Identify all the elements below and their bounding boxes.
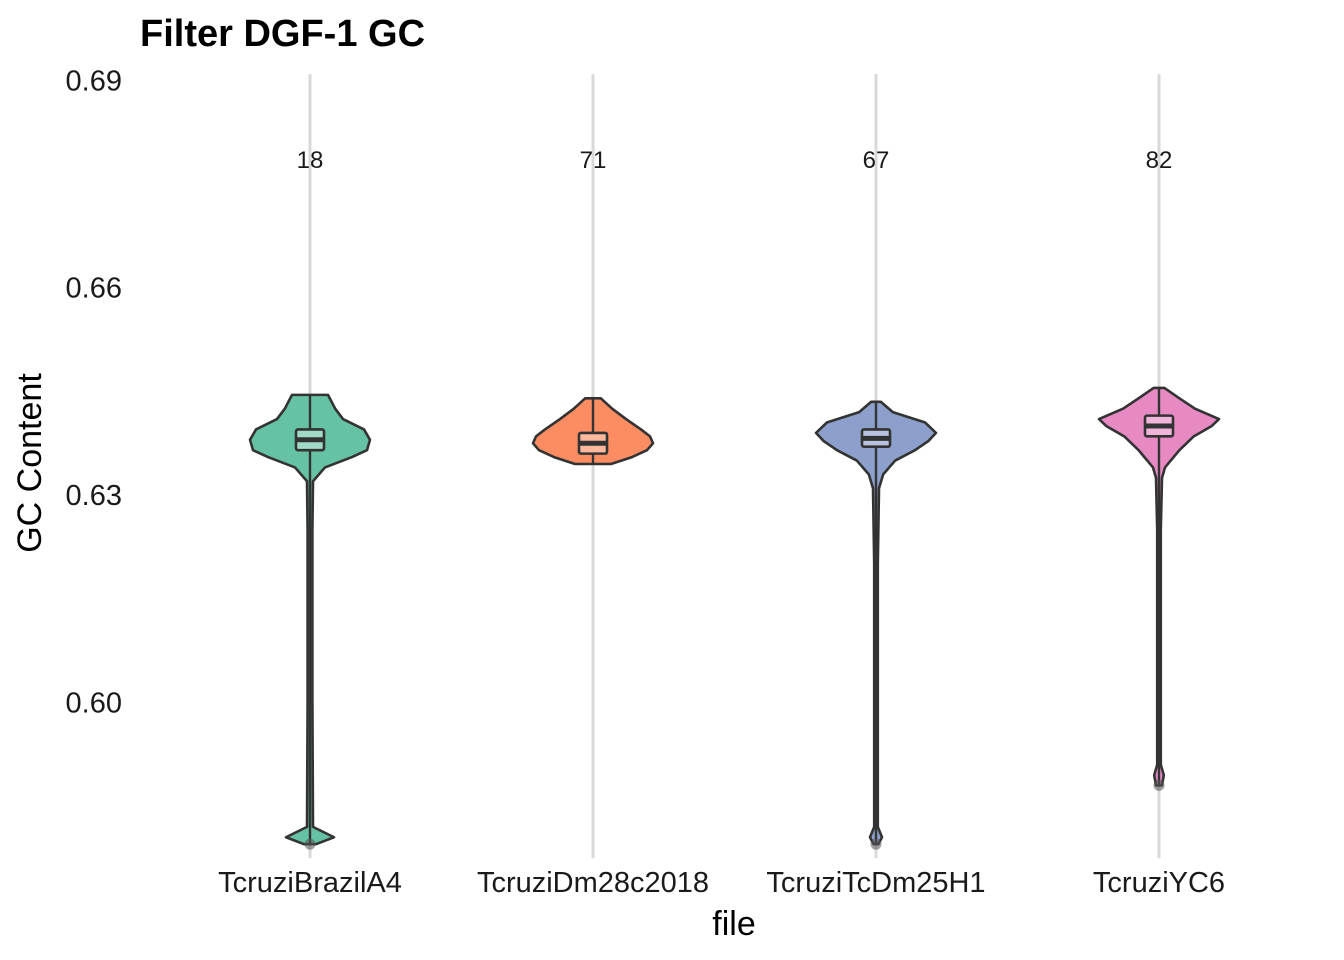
x-tick-label: TcruziYC6: [1093, 867, 1225, 899]
y-axis-label: GC Content: [11, 373, 49, 553]
chart-title: Filter DGF-1 GC: [140, 13, 425, 55]
count-label: 71: [580, 147, 607, 174]
x-tick-label: TcruziBrazilA4: [218, 867, 402, 899]
violin-TcruziBrazilA4: [248, 393, 372, 850]
y-tick-label: 0.60: [66, 687, 122, 719]
violin-TcruziTcDm25H1: [814, 400, 938, 850]
violins: [248, 386, 1221, 850]
count-label: 82: [1146, 147, 1173, 174]
x-tick-label: TcruziTcDm25H1: [766, 867, 985, 899]
outlier-point: [1153, 779, 1165, 791]
outlier-point: [870, 838, 882, 850]
y-tick-label: 0.66: [66, 273, 122, 305]
y-tick-label: 0.63: [66, 480, 122, 512]
outlier-point: [304, 838, 316, 850]
x-tick-label: TcruziDm28c2018: [477, 867, 709, 899]
x-axis-label: file: [712, 905, 755, 943]
violin-TcruziYC6: [1097, 386, 1221, 791]
y-axis-ticks: 0.60 0.63 0.66 0.69: [66, 65, 122, 719]
count-label: 18: [297, 147, 324, 174]
x-axis-ticks: TcruziBrazilA4 TcruziDm28c2018 TcruziTcDm2…: [218, 867, 1225, 899]
count-labels: 18 71 67 82: [297, 147, 1173, 174]
gridlines: [308, 74, 1161, 858]
y-tick-label: 0.69: [66, 65, 122, 97]
count-label: 67: [863, 147, 890, 174]
violin-TcruziDm28c2018: [531, 397, 655, 466]
